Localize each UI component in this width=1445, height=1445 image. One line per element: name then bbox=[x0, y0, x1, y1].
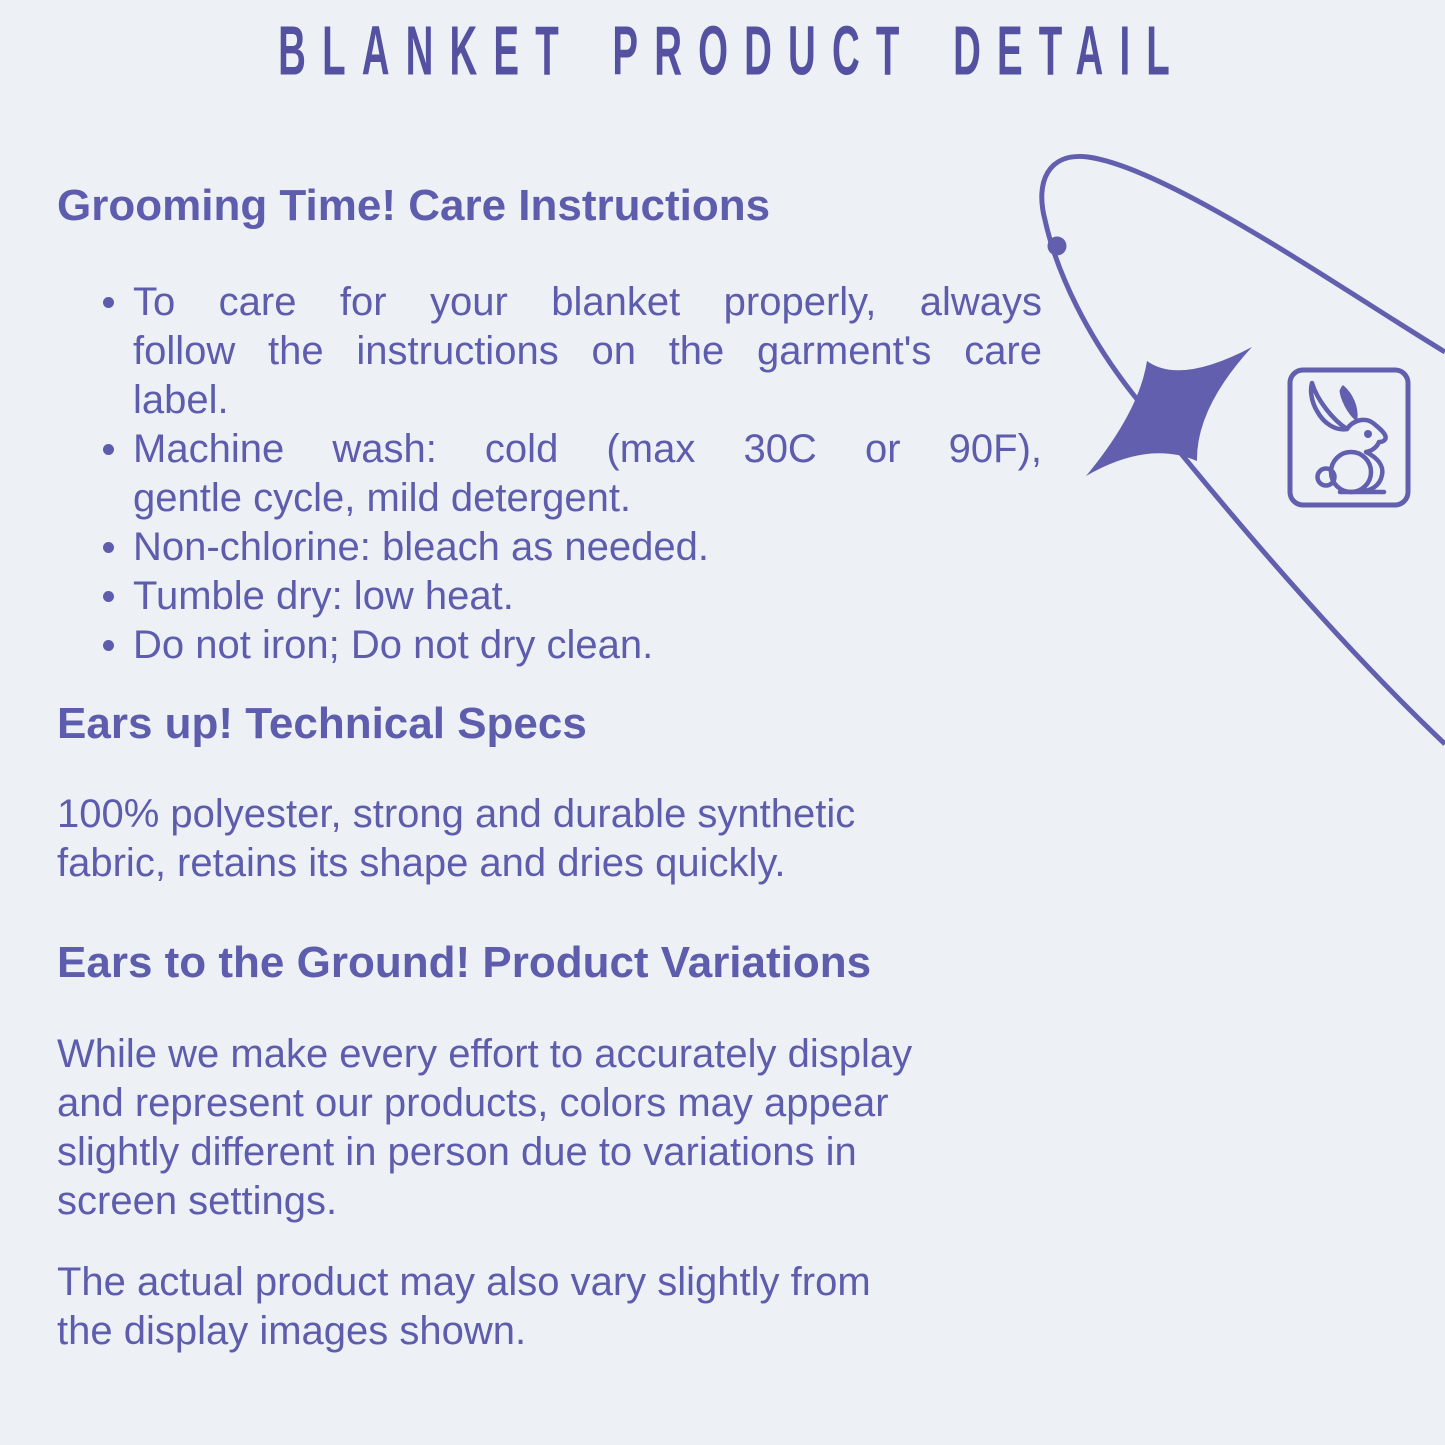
list-item: Do not iron; Do not dry clean. bbox=[57, 621, 1042, 670]
paragraph-line: screen settings. bbox=[57, 1179, 338, 1223]
orbit-ellipse bbox=[1039, 153, 1445, 746]
section-variations: Ears to the Ground! Product Variations bbox=[57, 939, 1042, 987]
list-item: To care for your blanket properly, alway… bbox=[57, 278, 1042, 425]
paragraph-line: The actual product may also vary slightl… bbox=[57, 1260, 871, 1304]
list-item-line: Do not iron; Do not dry clean. bbox=[133, 623, 654, 667]
list-item: Non-chlorine: bleach as needed. bbox=[57, 523, 1042, 572]
care-instructions-heading: Grooming Time! Care Instructions bbox=[57, 181, 771, 230]
orbit-dot bbox=[1047, 236, 1067, 256]
product-variations-paragraph-2: The actual product may also vary slightl… bbox=[57, 1258, 1042, 1356]
list-item-line: To care for your blanket properly, alway… bbox=[133, 280, 1042, 324]
paragraph-line: and represent our products, colors may a… bbox=[57, 1081, 889, 1125]
paragraph-line: slightly different in person due to vari… bbox=[57, 1130, 857, 1174]
technical-specs-heading: Ears up! Technical Specs bbox=[57, 699, 587, 748]
sparkle-star-icon bbox=[1086, 347, 1252, 476]
list-item-line: Non-chlorine: bleach as needed. bbox=[133, 525, 709, 569]
paragraph-line: While we make every effort to accurately… bbox=[57, 1032, 913, 1076]
technical-specs-paragraph: 100% polyester, strong and durable synth… bbox=[57, 790, 1042, 888]
list-item-line: follow the instructions on the garment's… bbox=[133, 329, 1042, 373]
product-variations-paragraph-1: While we make every effort to accurately… bbox=[57, 1030, 1042, 1226]
page-title: BLANKET PRODUCT DETAIL bbox=[0, 12, 1445, 90]
section-care: Grooming Time! Care Instructions bbox=[57, 182, 1042, 230]
list-item: Tumble dry: low heat. bbox=[57, 572, 1042, 621]
list-item: Machine wash: cold (max 30C or 90F), gen… bbox=[57, 425, 1042, 523]
list-item-line: label. bbox=[133, 378, 229, 422]
paragraph-line: 100% polyester, strong and durable synth… bbox=[57, 792, 856, 836]
list-item-line: gentle cycle, mild detergent. bbox=[133, 476, 632, 520]
list-item-line: Machine wash: cold (max 30C or 90F), bbox=[133, 427, 1042, 471]
rabbit-icon bbox=[1287, 367, 1411, 508]
page-title-text: BLANKET PRODUCT DETAIL bbox=[278, 13, 1186, 91]
section-specs: Ears up! Technical Specs bbox=[57, 700, 1042, 748]
care-instructions-list: To care for your blanket properly, alway… bbox=[57, 278, 1042, 670]
list-item-line: Tumble dry: low heat. bbox=[133, 574, 514, 618]
product-variations-heading: Ears to the Ground! Product Variations bbox=[57, 938, 872, 987]
paragraph-line: fabric, retains its shape and dries quic… bbox=[57, 841, 786, 885]
paragraph-line: the display images shown. bbox=[57, 1309, 527, 1353]
decorative-graphic bbox=[1039, 153, 1445, 746]
